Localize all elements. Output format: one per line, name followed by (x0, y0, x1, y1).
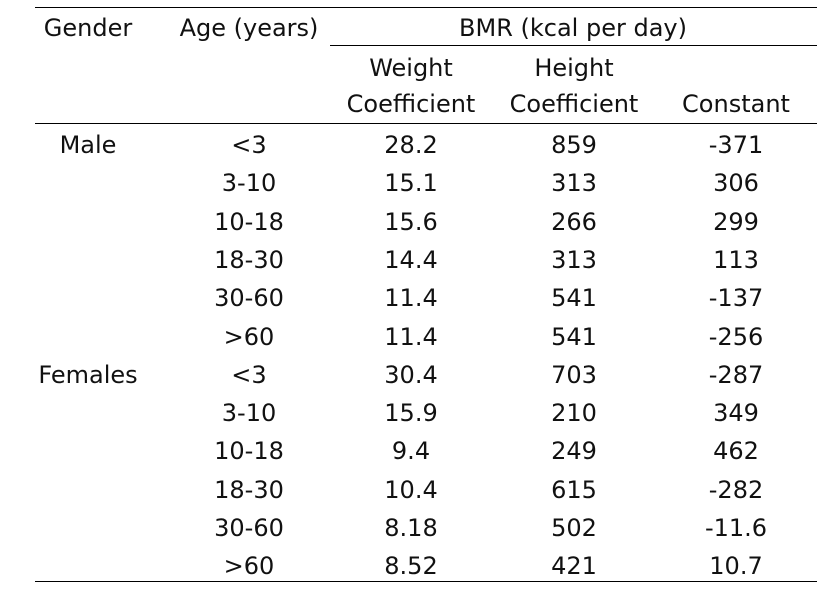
cell-height-coefficient: 313 (551, 169, 597, 198)
cell-age: >60 (223, 322, 275, 351)
cell-age: 18-30 (214, 475, 284, 504)
cell-age: <3 (231, 360, 267, 389)
top-rule (35, 7, 817, 8)
cell-weight-coefficient: 14.4 (384, 245, 438, 274)
cell-height-coefficient: 266 (551, 207, 597, 236)
cell-constant: 10.7 (709, 552, 763, 581)
cell-age: >60 (223, 552, 275, 581)
cell-constant: 113 (713, 245, 759, 274)
cell-weight-coefficient: 11.4 (384, 284, 438, 313)
header-bottom-rule (35, 123, 817, 124)
cell-age: 30-60 (214, 284, 284, 313)
cell-height-coefficient: 210 (551, 399, 597, 428)
bmr-group-rule (330, 45, 817, 46)
cell-constant: -371 (708, 131, 764, 159)
cell-weight-coefficient: 15.1 (384, 169, 438, 198)
cell-height-coefficient: 421 (551, 552, 597, 581)
cell-weight-coefficient: 15.9 (384, 399, 438, 428)
header-gender: Gender (43, 14, 133, 42)
header-bmr-group: BMR (kcal per day) (459, 14, 687, 42)
cell-age: 10-18 (214, 437, 284, 466)
header-weight-line1: Weight (369, 54, 453, 82)
cell-weight-coefficient: 30.4 (384, 360, 438, 389)
cell-constant: -287 (708, 360, 764, 389)
bottom-rule (35, 581, 817, 582)
header-weight-line2: Coefficient (346, 90, 476, 118)
cell-constant: -137 (708, 284, 764, 313)
cell-constant: 462 (713, 437, 759, 466)
cell-weight-coefficient: 8.18 (384, 514, 438, 542)
cell-constant: -282 (708, 475, 764, 504)
cell-height-coefficient: 313 (551, 245, 597, 274)
cell-height-coefficient: 703 (551, 360, 597, 389)
cell-height-coefficient: 541 (551, 322, 597, 351)
cell-height-coefficient: 249 (551, 437, 597, 466)
cell-constant: -11.6 (704, 514, 768, 542)
cell-age: <3 (231, 131, 267, 159)
cell-weight-coefficient: 11.4 (384, 322, 438, 351)
cell-weight-coefficient: 9.4 (391, 437, 431, 466)
cell-age: 30-60 (214, 514, 284, 542)
cell-weight-coefficient: 8.52 (384, 552, 438, 581)
cell-constant: 299 (713, 207, 759, 236)
cell-age: 18-30 (214, 245, 284, 274)
cell-height-coefficient: 502 (551, 514, 597, 542)
header-age: Age (years) (179, 14, 319, 42)
cell-height-coefficient: 859 (551, 131, 597, 159)
cell-age: 3-10 (221, 169, 277, 198)
cell-height-coefficient: 615 (551, 475, 597, 504)
header-height-line1: Height (534, 54, 614, 82)
cell-weight-coefficient: 28.2 (384, 131, 438, 159)
cell-age: 3-10 (221, 399, 277, 428)
cell-gender: Male (59, 131, 117, 159)
cell-height-coefficient: 541 (551, 284, 597, 313)
header-height-line2: Coefficient (509, 90, 639, 118)
cell-weight-coefficient: 10.4 (384, 475, 438, 504)
cell-gender: Females (38, 360, 138, 389)
header-constant: Constant (682, 90, 790, 118)
cell-constant: 349 (713, 399, 759, 428)
cell-constant: 306 (713, 169, 759, 198)
cell-weight-coefficient: 15.6 (384, 207, 438, 236)
cell-age: 10-18 (214, 207, 284, 236)
cell-constant: -256 (708, 322, 764, 351)
